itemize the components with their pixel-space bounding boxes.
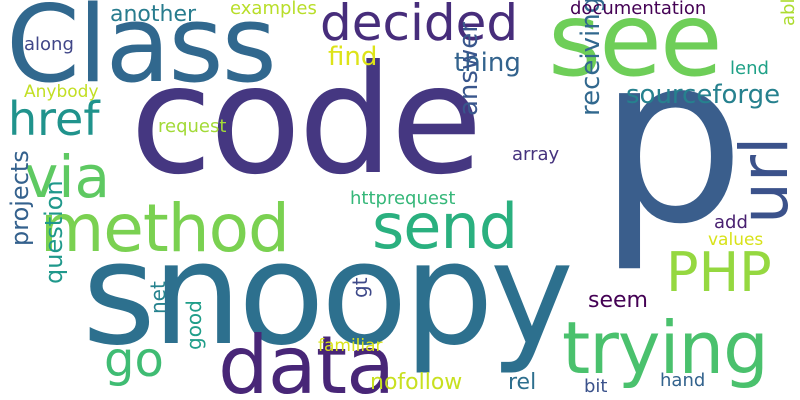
- word-gt: gt: [348, 277, 372, 298]
- word-familiar: familiar: [318, 336, 383, 356]
- word-snoopy: snoopy: [82, 212, 574, 377]
- word-bit: bit: [584, 376, 608, 397]
- word-php: PHP: [666, 241, 772, 304]
- word-net: net: [146, 281, 170, 314]
- word-hand: hand: [660, 370, 706, 391]
- word-sourceforge: sourceforge: [626, 80, 781, 110]
- word-lend: lend: [730, 58, 769, 79]
- word-along: along: [24, 34, 74, 55]
- word-p: p: [598, 5, 746, 275]
- word-good: good: [182, 300, 206, 350]
- word-examples: examples: [230, 0, 317, 19]
- word-documentation: documentation: [570, 0, 707, 19]
- word-projects: projects: [6, 150, 34, 246]
- word-request: request: [158, 116, 227, 137]
- word-go: go: [104, 332, 164, 388]
- word-rel: rel: [508, 370, 537, 395]
- word-another: another: [110, 2, 197, 27]
- word-data: data: [218, 319, 395, 400]
- word-seem: seem: [588, 288, 648, 313]
- word-code: code: [130, 34, 483, 208]
- word-method: method: [40, 190, 290, 267]
- word-url: url: [726, 136, 800, 224]
- word-href: href: [8, 92, 100, 146]
- word-values: values: [708, 230, 764, 250]
- word-anybody: Anybody: [24, 82, 99, 102]
- word-find: find: [328, 42, 378, 72]
- word-nofollow: nofollow: [370, 370, 463, 395]
- word-able: able: [778, 0, 799, 26]
- word-class: Class: [6, 0, 277, 106]
- word-answer: answer: [454, 22, 484, 116]
- word-trying: trying: [562, 306, 769, 390]
- word-httprequest: httprequest: [350, 188, 456, 209]
- word-decided: decided: [320, 0, 519, 52]
- word-via: via: [24, 143, 110, 211]
- word-thing: thing: [454, 48, 521, 78]
- word-add: add: [714, 212, 748, 233]
- word-see: see: [548, 0, 723, 100]
- word-question: question: [40, 180, 68, 284]
- word-send: send: [372, 190, 518, 263]
- word-array: array: [512, 144, 560, 165]
